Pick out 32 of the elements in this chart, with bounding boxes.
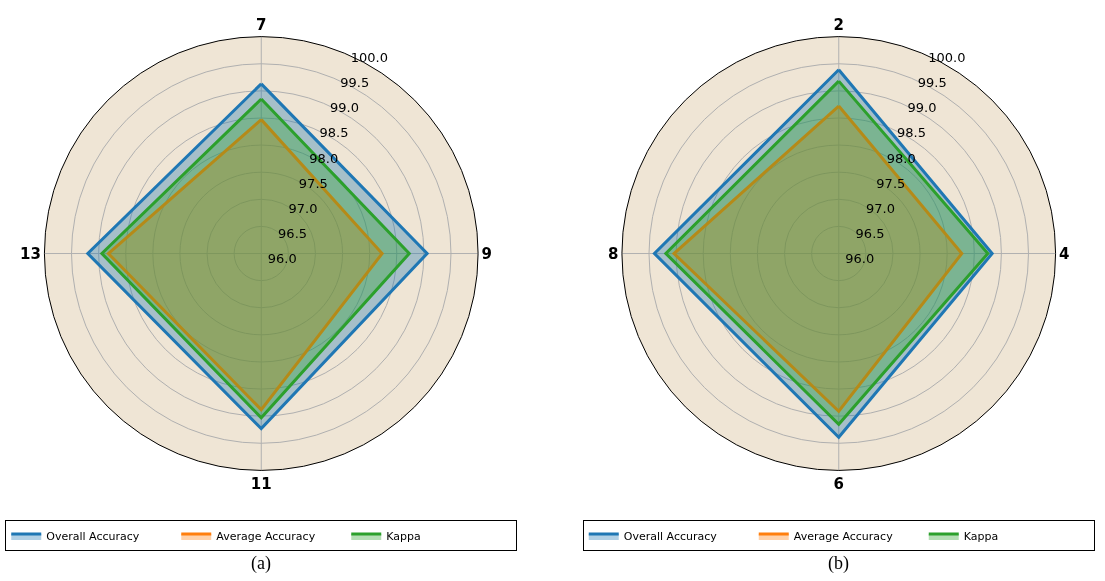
spoke-label: 13 bbox=[20, 244, 41, 263]
legend-label: Average Accuracy bbox=[216, 530, 316, 544]
spoke-label: 2 bbox=[833, 16, 844, 35]
y-tick-label: 96.0 bbox=[845, 250, 875, 266]
y-tick-label: 97.0 bbox=[288, 200, 318, 216]
y-tick-label: 99.5 bbox=[917, 75, 947, 91]
spoke-label: 4 bbox=[1059, 244, 1070, 263]
y-tick-label: 99.0 bbox=[329, 100, 359, 116]
text: (a) bbox=[251, 553, 271, 574]
y-tick-label: 99.0 bbox=[907, 100, 937, 116]
y-tick-label: 100.0 bbox=[350, 50, 388, 66]
spoke-label: 6 bbox=[833, 474, 844, 493]
text: (b) bbox=[828, 553, 849, 574]
spoke-label: 7 bbox=[256, 16, 267, 35]
legend-label: Kappa bbox=[963, 530, 999, 544]
y-tick-label: 97.5 bbox=[298, 175, 328, 191]
spoke-label: 8 bbox=[607, 244, 619, 263]
y-tick-label: 100.0 bbox=[928, 50, 966, 66]
y-tick-label: 96.0 bbox=[267, 250, 297, 266]
y-tick-label: 97.0 bbox=[865, 200, 895, 216]
spoke-label: 9 bbox=[481, 244, 493, 263]
y-tick-label: 96.5 bbox=[855, 225, 885, 241]
y-tick-label: 96.5 bbox=[278, 225, 308, 241]
legend-label: Kappa bbox=[386, 530, 421, 544]
spoke-label: 11 bbox=[250, 474, 272, 493]
legend-label: Average Accuracy bbox=[793, 530, 894, 544]
y-tick-label: 98.5 bbox=[319, 125, 349, 141]
y-tick-label: 97.5 bbox=[876, 175, 906, 191]
legend-label: Overall Accuracy bbox=[623, 530, 718, 544]
y-tick-label: 99.5 bbox=[340, 75, 370, 91]
legend-label: Overall Accuracy bbox=[46, 530, 140, 544]
y-tick-label: 98.5 bbox=[897, 125, 927, 141]
